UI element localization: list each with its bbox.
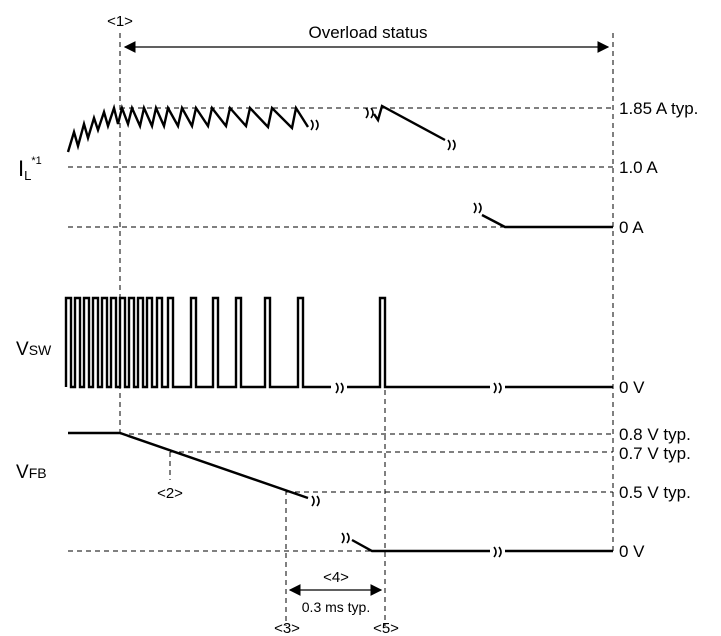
vsw-waveform-last-pulse [347,296,490,389]
vfb-07-label: 0.7 V typ. [619,444,691,463]
interval-label: 0.3 ms typ. [302,599,370,615]
vfb-0v-label: 0 V [619,542,645,561]
il-waveform-decay [373,104,446,142]
marker-3-label: <3> [274,620,300,636]
il-signal-label: IL*1 [18,155,42,183]
vfb-break-mark-1 [311,495,320,507]
vsw-break-mark-2 [493,382,502,394]
il-break-mark-2 [365,107,374,119]
il-waveform-ramp [66,103,310,153]
vfb-05-label: 0.5 V typ. [619,483,691,502]
marker-2-label: <2> [157,485,183,502]
il-peak-label: 1.85 A typ. [619,99,698,118]
il-1a-label: 1.0 A [619,158,658,177]
il-0a-label: 0 A [619,218,644,237]
marker-1-label: <1> [107,13,133,30]
vfb-waveform-zero [351,538,490,553]
vfb-08-label: 0.8 V typ. [619,425,691,444]
overload-status-label: Overload status [308,23,427,42]
vfb-waveform-ramp [68,431,309,500]
marker-4-label: <4> [323,569,349,586]
vfb-break-mark-3 [493,546,502,558]
vfb-break-mark-2 [341,532,350,544]
il-break-mark-3 [447,139,456,151]
il-break-mark-4 [473,202,482,214]
marker-5-label: <5> [373,620,399,636]
il-break-mark-1 [310,119,319,131]
vfb-signal-label: VFB [16,462,47,483]
vsw-waveform-burst [64,296,331,389]
vsw-break-mark-1 [335,382,344,394]
vsw-0v-label: 0 V [619,378,645,397]
vsw-signal-label: VSW [16,339,52,360]
il-waveform-zero [481,213,613,229]
